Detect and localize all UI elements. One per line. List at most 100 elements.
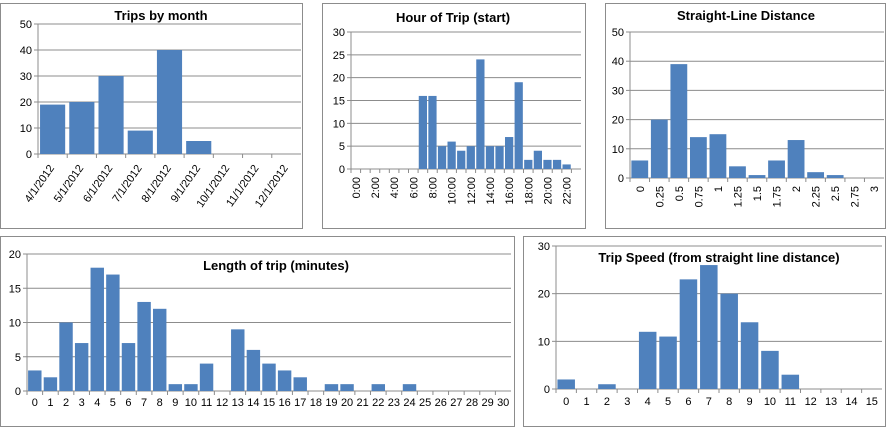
bar: [262, 363, 276, 391]
y-tick-label: 50: [20, 19, 32, 31]
bar: [524, 159, 533, 169]
x-tick-label: 29: [481, 397, 493, 409]
chart-panel-trips-by-month: Trips by month 0 10 20 30 40 50 4/1/2012 5/1/20…: [0, 3, 303, 229]
bar: [659, 336, 677, 389]
x-tick-label: 8: [726, 396, 732, 408]
y-tick-label: 30: [333, 27, 345, 39]
bar: [447, 141, 456, 169]
bar: [729, 166, 746, 178]
y-tick-label: 10: [538, 336, 550, 348]
bar: [324, 384, 339, 391]
bar: [638, 331, 657, 389]
bar: [40, 104, 66, 154]
x-tick-label: 0.5: [674, 186, 686, 201]
bar: [418, 95, 427, 169]
bar: [826, 175, 844, 178]
bar: [787, 140, 805, 178]
bar: [293, 377, 307, 391]
y-tick-label: 10: [333, 118, 345, 130]
x-tick-label: 2.25: [811, 186, 823, 207]
x-tick-label: 22: [372, 397, 384, 409]
bar: [781, 374, 800, 389]
x-tick-label: 13: [825, 396, 837, 408]
x-tick-label: 14: [247, 397, 259, 409]
bar: [156, 50, 183, 154]
x-tick-label: 11: [201, 397, 212, 409]
x-tick-label: 10:00: [447, 177, 459, 205]
x-tick-label: 15: [866, 396, 878, 408]
bar: [689, 137, 707, 178]
x-tick-label: 15: [263, 397, 275, 409]
x-tick-label: 2: [791, 186, 803, 192]
y-tick-label: 5: [339, 141, 345, 153]
bar: [231, 329, 245, 391]
x-tick-label: 2: [63, 397, 69, 409]
chart-panel-hour-of-trip: Hour of Trip (start) 0 5 10 15 20 25 30 0:00 2:0…: [322, 3, 586, 229]
x-tick-label: 7: [141, 397, 147, 409]
bar: [199, 363, 214, 391]
x-tick-label: 20:00: [542, 177, 554, 205]
x-tick-label: 5: [665, 396, 671, 408]
chart-title: Length of trip (minutes): [203, 258, 349, 273]
x-tick-label: 16:00: [504, 177, 516, 205]
bar: [246, 349, 261, 391]
x-tick-label: 11: [785, 396, 796, 408]
x-tick-label: 9: [172, 397, 178, 409]
x-tick-label: 21: [357, 397, 369, 409]
y-tick-label: 0: [339, 164, 345, 176]
x-tick-label: 4: [645, 396, 651, 408]
y-tick-label: 25: [333, 50, 345, 62]
x-tick-label: 12: [805, 396, 817, 408]
bar: [402, 384, 417, 391]
bar: [152, 308, 167, 391]
x-tick-label: 20: [341, 397, 353, 409]
bar: [466, 146, 475, 169]
x-tick-label: 0: [635, 186, 647, 192]
x-tick-label: 28: [466, 397, 478, 409]
x-tick-label: 4:00: [389, 177, 401, 198]
y-tick-label: 30: [538, 241, 550, 253]
y-tick-label: 20: [20, 97, 32, 109]
x-tick-label: 8: [157, 397, 163, 409]
y-tick-label: 0: [26, 149, 32, 161]
x-tick-label: 2.75: [850, 186, 862, 207]
y-tick-label: 50: [612, 27, 624, 39]
bar: [121, 343, 136, 391]
bar: [184, 384, 198, 391]
bar: [457, 150, 466, 169]
bar: [428, 95, 437, 169]
x-tick-label: 10: [764, 396, 776, 408]
x-tick-label: 3: [869, 186, 881, 192]
x-tick-label: 16: [278, 397, 290, 409]
x-tick-label: 23: [388, 397, 400, 409]
y-tick-label: 0: [544, 384, 550, 396]
x-tick-label: 2: [604, 396, 610, 408]
bar: [807, 172, 825, 178]
bar: [670, 64, 688, 178]
y-tick-label: 0: [618, 173, 624, 185]
bar: [186, 141, 212, 154]
bar: [59, 322, 73, 391]
x-tick-label: 5: [110, 397, 116, 409]
x-tick-label: 30: [497, 397, 509, 409]
x-tick-label: 1: [47, 397, 53, 409]
x-tick-label: 4: [94, 397, 100, 409]
y-tick-label: 15: [333, 96, 345, 108]
bar: [505, 137, 514, 169]
x-tick-label: 3: [624, 396, 630, 408]
bar: [650, 119, 668, 178]
x-tick-label: 8:00: [427, 177, 439, 198]
y-tick-label: 0: [15, 386, 21, 398]
bar: [90, 267, 104, 391]
bar: [98, 76, 124, 154]
chart-plot-area: 010203040504/1/20125/1/20126/1/20127/1/2…: [20, 19, 301, 210]
bar: [485, 146, 495, 169]
bar: [768, 160, 785, 178]
x-tick-label: 12:00: [466, 177, 478, 205]
bar: [679, 279, 698, 389]
y-tick-label: 15: [9, 283, 21, 295]
x-tick-label: 25: [419, 397, 431, 409]
chart-title: Trip Speed (from straight line distance): [598, 250, 840, 265]
